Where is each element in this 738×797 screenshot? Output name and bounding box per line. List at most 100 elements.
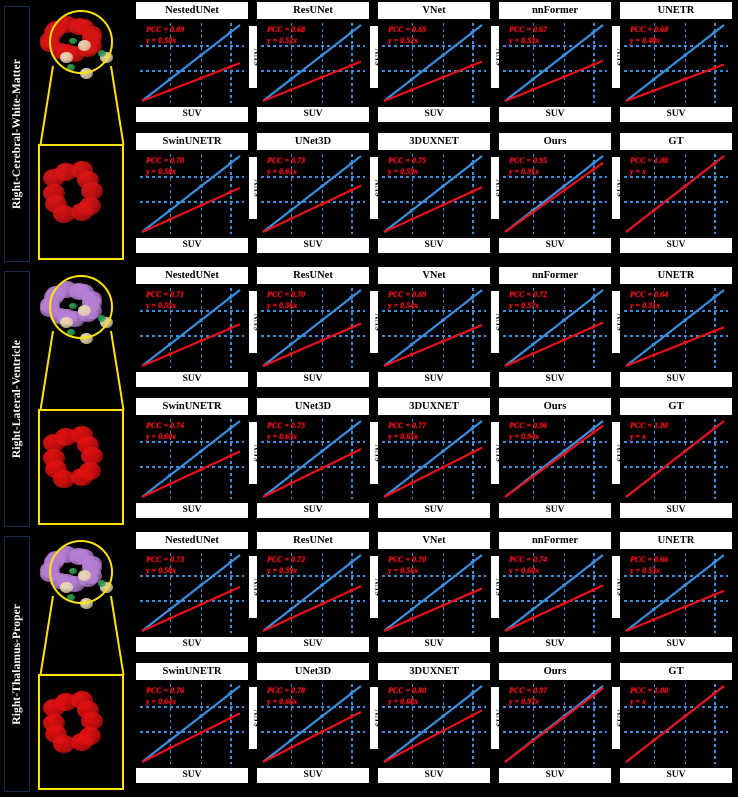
equation-annotation: y = 0.54x (388, 301, 419, 310)
data-point (591, 560, 595, 565)
identity-line (383, 685, 483, 763)
data-point (562, 583, 566, 588)
scatter-plot-canvas: PCC = 0.73 y = 0.61x (257, 150, 369, 238)
roi-circle-highlight (49, 275, 113, 339)
pcc-annotation: PCC = 0.75 (267, 421, 306, 430)
brain-lobe (70, 733, 93, 752)
data-point (562, 53, 566, 58)
data-point (320, 602, 324, 606)
plot-lines (262, 289, 362, 368)
plot-cell-ours: Ours PCC = 0.97 y = 0.97x SUV (499, 663, 611, 783)
data-point (530, 475, 535, 479)
equation-annotation: y = 0.60x (509, 566, 540, 575)
data-point (562, 188, 566, 193)
plot-title-nnformer: nnFormer (499, 532, 611, 549)
data-point (167, 88, 172, 93)
gridline-vertical (321, 23, 324, 103)
plot-cell-swinunetr: SwinUNETR PCC = 0.70 y = 0.58x SUV (136, 133, 248, 253)
regression-line (141, 450, 241, 498)
region-block-3: Right-Thalamus-Proper NestedUNet PCC = 0.7… (0, 532, 738, 797)
plot-title-unetr: UNETR (620, 532, 732, 549)
data-point (288, 352, 293, 356)
gridline-vertical (684, 288, 687, 368)
data-point (349, 325, 353, 330)
gridline-horizontal (382, 441, 486, 443)
regression-line (383, 60, 483, 103)
equation-annotation: y = 0.56x (388, 566, 419, 575)
gridline-horizontal (503, 466, 607, 468)
data-point (591, 161, 595, 166)
plot-cell-nnformer: nnFormer PCC = 0.74 y = 0.60x SUV (499, 532, 611, 652)
data-point (199, 76, 203, 80)
gridline-horizontal (140, 45, 244, 47)
data-point (228, 295, 232, 300)
gridline-horizontal (382, 731, 486, 733)
brain-lobe (77, 700, 100, 719)
gridline-horizontal (140, 335, 244, 337)
pcc-annotation: PCC = 0.76 (146, 686, 185, 695)
plot-cell-unet3d: UNet3D PCC = 0.78 y = 0.66x SUV (257, 663, 369, 783)
data-point (409, 617, 414, 621)
data-point (349, 63, 353, 68)
gridline-vertical (169, 553, 172, 633)
data-point (288, 208, 293, 213)
data-point (288, 738, 293, 743)
gridline-vertical (411, 553, 414, 633)
data-point (470, 691, 474, 696)
plot-xaxis-label: SUV (499, 372, 611, 387)
gridline-vertical (169, 684, 172, 764)
data-point (320, 75, 324, 80)
pcc-annotation: PCC = 0.70 (388, 555, 427, 564)
data-point (712, 426, 716, 431)
gridline-horizontal (261, 600, 365, 602)
data-point (288, 77, 293, 82)
data-point (712, 691, 716, 696)
gridline-vertical (563, 684, 566, 764)
identity-line (383, 420, 483, 498)
gridline-vertical (714, 288, 716, 368)
data-point (470, 560, 474, 565)
roi-circle-highlight (49, 10, 113, 74)
equation-annotation: y = 0.68x (388, 697, 419, 706)
gridline-horizontal (261, 176, 365, 178)
funnel-guide-line (110, 595, 125, 676)
regression-line (141, 323, 241, 368)
gridline-vertical (653, 288, 656, 368)
gridline-horizontal (261, 575, 365, 577)
equation-annotation: y = 0.64x (146, 697, 177, 706)
data-point (167, 342, 172, 347)
data-point (409, 473, 414, 478)
data-point (562, 184, 566, 189)
plot-xaxis-label: SUV (136, 503, 248, 518)
plot-lines (383, 24, 483, 103)
data-point (199, 583, 203, 588)
gridline-vertical (230, 23, 232, 103)
data-point (712, 592, 716, 597)
region-label-panel: Right-Thalamus-Proper (4, 536, 30, 792)
data-point (199, 203, 203, 208)
identity-line (504, 289, 604, 367)
data-point (470, 426, 474, 431)
plot-title-resunet: ResUNet (257, 532, 369, 549)
identity-line (141, 554, 241, 632)
scatter-plot-canvas: PCC = 0.96 y = 0.94x (499, 415, 611, 503)
scatter-plot-canvas: PCC = 0.60 y = 0.48x (620, 19, 732, 107)
data-point (199, 449, 203, 454)
scatter-plot-canvas: PCC = 0.72 y = 0.59x (257, 549, 369, 637)
data-point (228, 65, 232, 69)
plot-cell-resunet: ResUNet PCC = 0.68 y = 0.52x SUV (257, 2, 369, 122)
data-point (683, 184, 687, 189)
equation-annotation: y = 0.59x (267, 566, 298, 575)
plot-xaxis-label: SUV (499, 238, 611, 253)
equation-annotation: y = 0.57x (509, 301, 540, 310)
plot-xaxis-label: SUV (499, 637, 611, 652)
plot-title-swinunetr: SwinUNETR (136, 133, 248, 150)
pcc-annotation: PCC = 0.95 (509, 156, 548, 165)
identity-line (141, 24, 241, 102)
plot-cell-gt: GT PCC = 1.00 y = x SUV (620, 663, 732, 783)
plot-xaxis-label: SUV (378, 238, 490, 253)
identity-line (141, 420, 241, 498)
scatter-plot-canvas: PCC = 0.72 y = 0.57x (499, 284, 611, 372)
plot-xaxis-label: SUV (257, 372, 369, 387)
gridline-horizontal (382, 70, 486, 72)
